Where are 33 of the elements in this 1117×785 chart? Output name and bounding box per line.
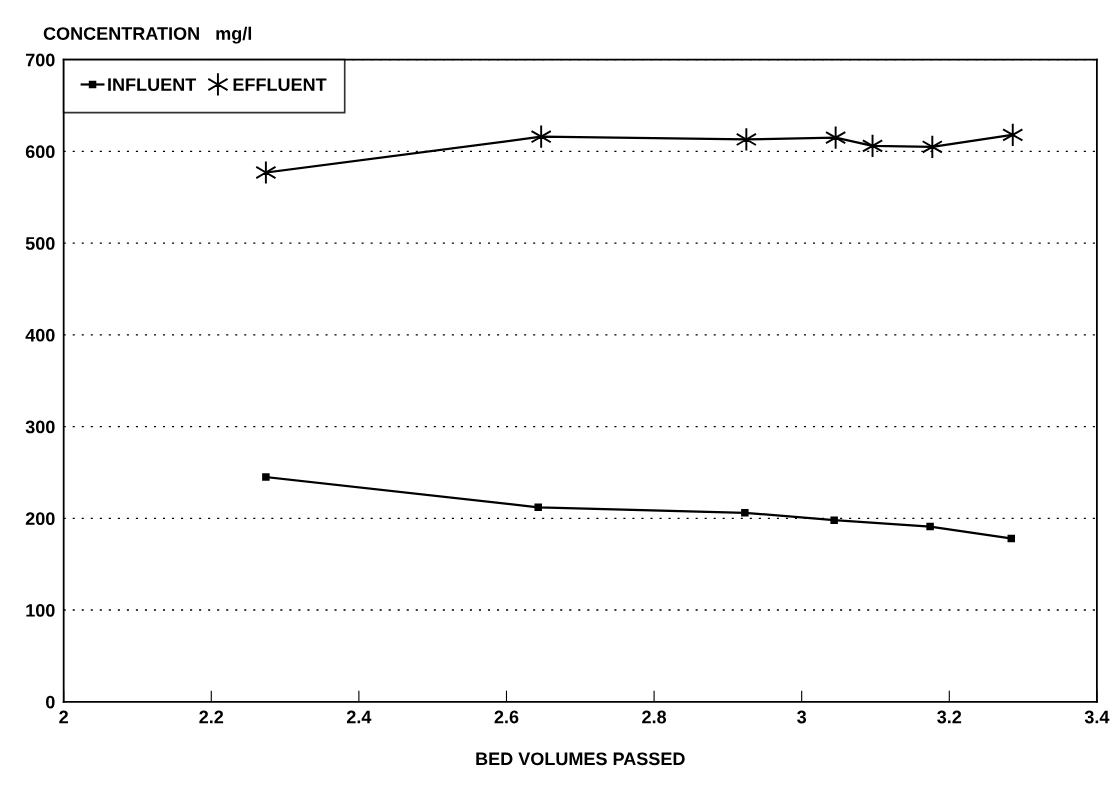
point bbox=[530, 124, 552, 149]
point bbox=[741, 509, 749, 517]
x-tick-label: 2.8 bbox=[642, 710, 667, 724]
y-tick-label: 400 bbox=[25, 328, 55, 342]
y-axis-title: CONCENTRATION mg/l bbox=[43, 26, 252, 44]
y-tick-label: 0 bbox=[46, 695, 55, 709]
point bbox=[735, 127, 757, 152]
x-tick-label: 3.2 bbox=[937, 710, 962, 724]
x-tick-label: 2.2 bbox=[199, 710, 224, 724]
x-tick-label: 2.6 bbox=[494, 710, 519, 724]
point bbox=[861, 133, 884, 158]
legend-label: EFFLUENT bbox=[233, 78, 327, 91]
y-tick-label: 700 bbox=[25, 53, 55, 67]
point bbox=[262, 473, 270, 481]
x-tick-label: 2 bbox=[59, 710, 68, 724]
x-tick-label: 2.4 bbox=[346, 710, 372, 724]
y-tick-label: 200 bbox=[25, 512, 55, 526]
point bbox=[825, 125, 847, 150]
y-tick-label: 600 bbox=[25, 145, 55, 159]
x-tick-label: 3 bbox=[797, 710, 807, 724]
point bbox=[921, 134, 943, 159]
legend-label: INFLUENT bbox=[108, 78, 197, 91]
y-tick-label: 500 bbox=[25, 237, 55, 250]
y-tick-label: 300 bbox=[25, 420, 55, 434]
point bbox=[1007, 534, 1016, 543]
point bbox=[534, 503, 542, 512]
point bbox=[926, 522, 934, 531]
x-axis-title: BED VOLUMES PASSED bbox=[476, 752, 685, 766]
point bbox=[255, 160, 277, 185]
point bbox=[1002, 122, 1024, 147]
point bbox=[830, 516, 838, 524]
y-tick-label: 100 bbox=[26, 603, 55, 617]
x-tick-label: 3.4 bbox=[1084, 710, 1110, 724]
